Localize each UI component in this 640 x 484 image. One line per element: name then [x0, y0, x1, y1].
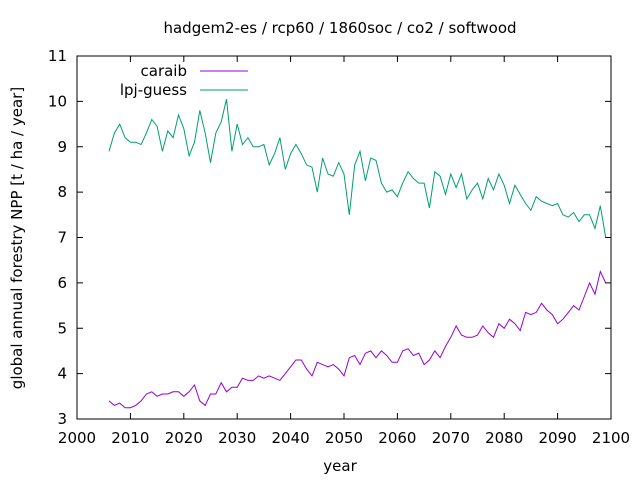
x-tick-label: 2050	[325, 429, 363, 447]
x-tick-label: 2070	[432, 429, 470, 447]
y-axis-label: global annual forestry NPP [t / ha / yea…	[8, 87, 26, 389]
x-tick-label: 2080	[485, 429, 523, 447]
y-tick-label: 10	[48, 92, 67, 110]
plot-area	[108, 98, 607, 409]
x-tick-label: 2030	[218, 429, 256, 447]
plot-border	[76, 55, 612, 420]
y-tick-label: 5	[57, 319, 67, 337]
y-tick-label: 7	[57, 229, 67, 247]
x-tick-label: 2000	[58, 429, 96, 447]
x-tick-label: 2040	[272, 429, 310, 447]
x-tick-label: 2010	[111, 429, 149, 447]
chart-title: hadgem2-es / rcp60 / 1860soc / co2 / sof…	[163, 19, 516, 37]
series-line-caraib	[108, 269, 607, 409]
y-tick-label: 4	[57, 365, 67, 383]
legend-label-lpj-guess: lpj-guess	[120, 81, 187, 99]
y-tick-label: 9	[57, 138, 67, 156]
axes: 2000 2010 2020 2030 2040 2050 2060 2070 2080 2090…	[48, 47, 630, 447]
series-line-lpj-guess	[108, 98, 607, 238]
y-tick-label: 6	[57, 274, 67, 292]
y-tick-label: 8	[57, 183, 67, 201]
y-tick-label: 3	[57, 410, 67, 428]
y-tick-label: 11	[48, 47, 67, 65]
x-tick-label: 2020	[165, 429, 203, 447]
x-tick-label: 2090	[539, 429, 577, 447]
x-tick-label: 2060	[378, 429, 416, 447]
x-tick-label: 2100	[592, 429, 630, 447]
x-axis-label: year	[323, 457, 357, 475]
legend-label-caraib: caraib	[141, 62, 188, 80]
